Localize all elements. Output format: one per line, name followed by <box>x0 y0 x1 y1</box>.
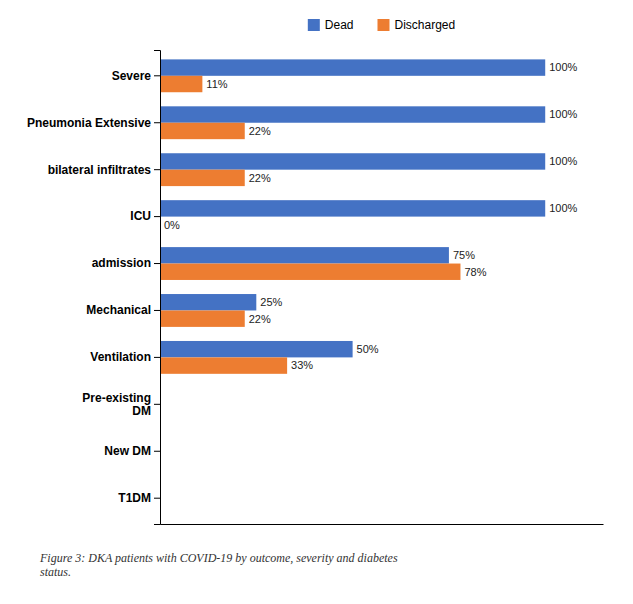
tick-mark <box>154 75 160 76</box>
data-label: 100% <box>549 108 577 120</box>
tick: New DM <box>104 444 160 458</box>
tick-mark <box>154 451 160 452</box>
data-label: 25% <box>260 296 282 308</box>
tick: admission <box>92 256 160 270</box>
legend-label: Discharged <box>394 18 455 32</box>
tick-label: T1DM <box>118 491 151 505</box>
tick-label: ICU <box>130 209 151 223</box>
tick-label: Mechanical <box>86 303 151 317</box>
tick-label: New DM <box>104 444 151 458</box>
data-label: 22% <box>249 172 271 184</box>
bar <box>160 264 460 280</box>
axis-line <box>161 524 604 525</box>
tick-label: Pre-existingDM <box>82 391 151 418</box>
x-axis <box>161 524 604 525</box>
tick-label: Pneumonia Extensive <box>27 116 151 130</box>
data-label: 22% <box>249 313 271 325</box>
tick-mark <box>154 263 160 264</box>
tick-label: Ventilation <box>90 350 151 364</box>
legend: Dead Discharged <box>308 18 455 32</box>
tick-label: Severe <box>112 69 152 83</box>
tick-mark <box>154 216 160 217</box>
tick-label: admission <box>92 256 151 270</box>
tick-mark <box>154 310 160 311</box>
tick: Ventilation <box>90 350 160 364</box>
plot: 100% 100% 100% 100% 75% 25% 50% 11% 22% 22% 0% 78% 2… <box>27 51 604 525</box>
tick: ICU <box>130 209 160 223</box>
bar <box>160 106 545 122</box>
tick-mark <box>154 169 160 170</box>
chart: 100% 100% 100% 100% 75% 25% 50% 11% 22% 22% 0% 78% 2… <box>0 0 633 604</box>
legend-item: Dead <box>308 18 354 32</box>
bar <box>160 341 353 357</box>
bar <box>160 170 245 186</box>
bar <box>160 76 202 92</box>
data-label: 78% <box>464 266 486 278</box>
tick: Pneumonia Extensive <box>27 116 160 130</box>
tick: Severe <box>112 69 160 83</box>
bar <box>160 200 545 216</box>
tick-label: bilateral infiltrates <box>48 163 152 177</box>
bar <box>160 247 449 263</box>
tick: Pre-existingDM <box>82 391 160 418</box>
data-label: 50% <box>357 343 379 355</box>
axis-line <box>154 51 161 525</box>
data-label: 11% <box>206 78 227 90</box>
data-label: 22% <box>249 125 271 137</box>
bar <box>160 123 245 139</box>
bars <box>160 59 545 373</box>
bar <box>160 357 287 373</box>
data-labels: 100% 100% 100% 100% 75% 25% 50% 11% 22% 22% 0% 78% 2… <box>164 61 578 371</box>
data-label: 100% <box>549 61 577 73</box>
tick: T1DM <box>118 491 160 505</box>
tick-mark <box>154 357 160 358</box>
tick-mark <box>154 404 160 405</box>
bar <box>160 153 545 169</box>
tick: bilateral infiltrates <box>48 163 160 177</box>
tick: Mechanical <box>86 303 160 317</box>
legend-item: Discharged <box>377 18 455 32</box>
tick-mark <box>154 498 160 499</box>
caption: Figure 3: DKA patients with COVID-19 by … <box>39 551 398 579</box>
bar <box>160 59 545 75</box>
y-axis: Severe Pneumonia Extensive bilateral infil… <box>27 51 161 525</box>
tick-mark <box>154 122 160 123</box>
data-label: 33% <box>291 359 313 371</box>
data-label: 100% <box>549 202 577 214</box>
data-label: 0% <box>164 219 180 231</box>
bar <box>160 294 256 310</box>
legend-swatch <box>308 19 320 31</box>
bar <box>160 310 245 326</box>
legend-swatch <box>377 19 389 31</box>
legend-label: Dead <box>325 18 354 32</box>
data-label: 100% <box>549 155 577 167</box>
data-label: 75% <box>453 249 475 261</box>
